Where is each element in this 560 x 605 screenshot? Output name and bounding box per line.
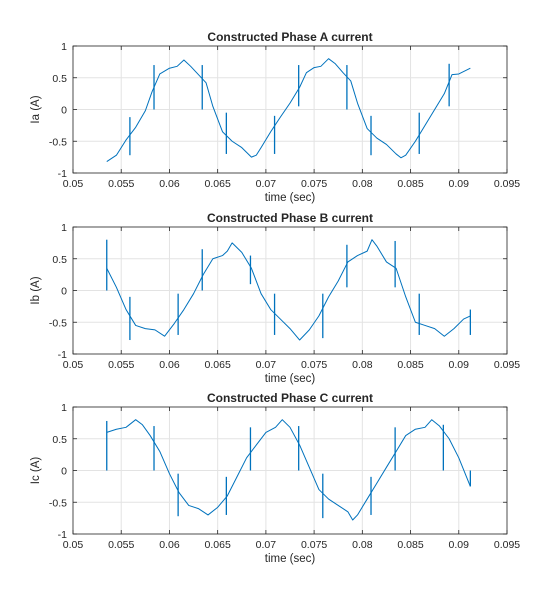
x-tick-label: 0.06 <box>159 178 180 190</box>
y-tick-label: 1 <box>61 41 67 53</box>
y-tick-label: 1 <box>61 222 67 234</box>
y-tick-label: 0.5 <box>52 434 67 446</box>
y-tick-label: 0 <box>61 286 67 298</box>
x-tick-label: 0.08 <box>352 539 373 551</box>
y-tick-label: 0.5 <box>52 73 67 85</box>
x-tick-label: 0.095 <box>494 178 520 190</box>
y-tick-label: -0.5 <box>49 317 67 329</box>
y-axis-label: Ic (A) <box>30 457 42 485</box>
y-tick-label: 0.5 <box>52 254 67 266</box>
x-tick-label: 0.075 <box>301 539 327 551</box>
x-tick-label: 0.055 <box>108 359 134 371</box>
y-tick-label: -1 <box>58 529 67 541</box>
x-axis-label: time (sec) <box>265 192 316 204</box>
y-tick-label: 1 <box>61 402 67 414</box>
x-tick-label: 0.05 <box>63 359 84 371</box>
chart-1: 0.05 0.055 0.06 0.065 0.07 0.075 0.08 0.085 0.09… <box>30 30 520 204</box>
x-tick-label: 0.05 <box>63 178 84 190</box>
x-tick-label: 0.09 <box>449 359 470 371</box>
x-tick-label: 0.08 <box>352 359 373 371</box>
y-axis-label: Ia (A) <box>30 95 42 123</box>
y-axis-label: Ib (A) <box>30 276 42 304</box>
x-tick-label: 0.055 <box>108 539 134 551</box>
x-tick-label: 0.095 <box>494 359 520 371</box>
y-tick-label: 0 <box>61 466 67 478</box>
chart-title: Constructed Phase C current <box>207 391 373 405</box>
x-tick-label: 0.08 <box>352 178 373 190</box>
x-tick-label: 0.06 <box>159 539 180 551</box>
x-tick-label: 0.075 <box>301 178 327 190</box>
x-tick-label: 0.065 <box>205 178 231 190</box>
x-tick-label: 0.09 <box>449 539 470 551</box>
x-tick-label: 0.07 <box>256 359 277 371</box>
x-tick-label: 0.065 <box>205 539 231 551</box>
x-tick-label: 0.07 <box>256 178 277 190</box>
x-tick-label: 0.075 <box>301 359 327 371</box>
y-tick-label: -1 <box>58 168 67 180</box>
x-tick-label: 0.07 <box>256 539 277 551</box>
x-tick-label: 0.095 <box>494 539 520 551</box>
x-tick-label: 0.065 <box>205 359 231 371</box>
x-tick-label: 0.05 <box>63 539 84 551</box>
y-tick-label: -0.5 <box>49 497 67 509</box>
x-tick-label: 0.055 <box>108 178 134 190</box>
series-line <box>106 239 471 341</box>
chart-title: Constructed Phase B current <box>207 211 373 225</box>
series-line <box>106 58 471 162</box>
y-tick-label: -0.5 <box>49 136 67 148</box>
x-tick-label: 0.085 <box>397 178 423 190</box>
chart-title: Constructed Phase A current <box>207 30 372 44</box>
x-tick-label: 0.085 <box>397 539 423 551</box>
x-tick-label: 0.09 <box>449 178 470 190</box>
x-tick-label: 0.06 <box>159 359 180 371</box>
series-line <box>106 419 471 521</box>
y-tick-label: -1 <box>58 349 67 361</box>
chart-2: 0.05 0.055 0.06 0.065 0.07 0.075 0.08 0.085 0.09… <box>30 211 520 385</box>
x-tick-label: 0.085 <box>397 359 423 371</box>
y-tick-label: 0 <box>61 105 67 117</box>
x-axis-label: time (sec) <box>265 373 316 385</box>
x-axis-label: time (sec) <box>265 553 316 565</box>
chart-3: 0.05 0.055 0.06 0.065 0.07 0.075 0.08 0.085 0.09… <box>30 391 520 565</box>
